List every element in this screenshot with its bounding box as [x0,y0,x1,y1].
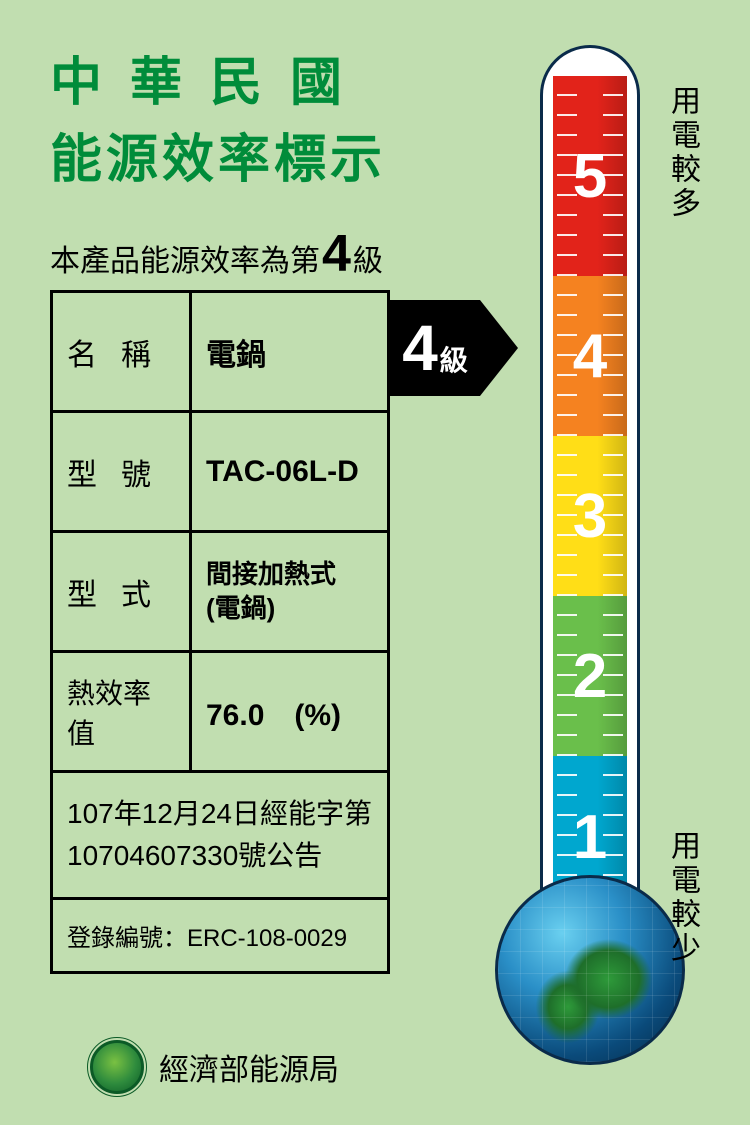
table-row: 熱效率值 76.0 (%) [52,652,389,772]
footer: 經濟部能源局 [90,1040,339,1094]
usage-high-label: 用電較多 [660,85,704,221]
thermometer-segment-2: 2 [553,596,627,756]
agency-name: 經濟部能源局 [159,1045,339,1089]
pointer-arrow-icon [480,300,518,396]
registration-cell: 登錄編號：ERC-108-0029 [52,899,389,973]
row-value: 電鍋 [191,292,389,412]
table-row: 型式 間接加熱式(電鍋) [52,532,389,652]
registration-row: 登錄編號：ERC-108-0029 [52,899,389,973]
info-table-container: 名稱 電鍋 型號 TAC-06L-D 型式 間接加熱式(電鍋) 熱效率值 76.… [50,290,390,974]
thermometer-segment-5: 5 [553,76,627,276]
pointer-level: 4 [402,311,438,385]
row-label: 名稱 [52,292,191,412]
agency-seal-icon [90,1040,144,1094]
info-table: 名稱 電鍋 型號 TAC-06L-D 型式 間接加熱式(電鍋) 熱效率值 76.… [50,290,390,974]
row-value: 間接加熱式(電鍋) [191,532,389,652]
rating-level: 4 [322,224,351,284]
row-label: 型號 [52,412,191,532]
thermometer-bulb-globe-icon [495,875,685,1065]
pointer-suffix: 級 [440,339,468,379]
pointer-body: 4 級 [390,300,480,396]
announcement-text: 107年12月24日經能字第10704607330號公告 [52,772,389,899]
thermometer: 54321 [530,45,650,1065]
rating-suffix: 級 [353,236,383,280]
rating-prefix: 本產品能源效率為第 [50,236,320,280]
announcement-row: 107年12月24日經能字第10704607330號公告 [52,772,389,899]
table-row: 型號 TAC-06L-D [52,412,389,532]
row-label: 型式 [52,532,191,652]
row-value: TAC-06L-D [191,412,389,532]
usage-low-label: 用電較少 [660,830,704,966]
registration-label: 登錄編號： [67,925,187,952]
rating-pointer: 4 級 [390,300,520,396]
registration-number: ERC-108-0029 [187,925,347,952]
table-row: 名稱 電鍋 [52,292,389,412]
thermometer-tube: 54321 [540,45,640,915]
row-value: 76.0 (%) [191,652,389,772]
thermometer-segment-4: 4 [553,276,627,436]
thermometer-segment-3: 3 [553,436,627,596]
row-label: 熱效率值 [52,652,191,772]
